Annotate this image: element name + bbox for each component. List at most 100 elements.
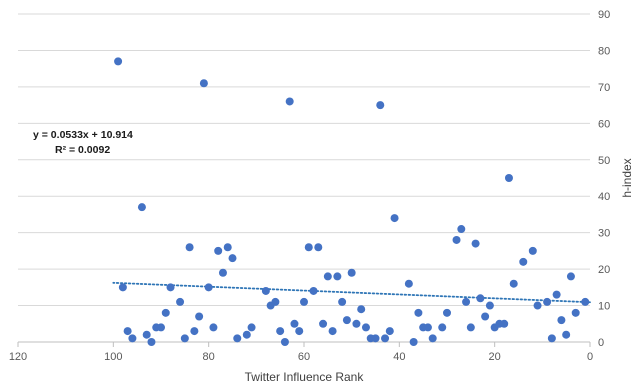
data-point (438, 323, 447, 332)
data-point (528, 246, 537, 255)
data-point (462, 297, 471, 306)
y-tick-label: 40 (598, 191, 610, 203)
data-point (228, 254, 237, 263)
y-tick-label: 20 (598, 264, 610, 276)
data-point (233, 334, 242, 343)
data-point (300, 297, 308, 306)
data-point (276, 327, 285, 336)
data-point (552, 290, 561, 299)
data-point (533, 301, 542, 310)
data-point (328, 327, 337, 336)
trendline (112, 281, 591, 304)
data-point (128, 334, 137, 343)
data-point (571, 308, 580, 317)
data-point (261, 286, 270, 295)
data-point (414, 308, 423, 317)
data-point (176, 297, 185, 306)
x-axis-title: Twitter Influence Rank (245, 370, 365, 384)
y-tick-label: 60 (598, 118, 610, 130)
data-point (195, 312, 204, 321)
y-tick-label: 50 (598, 155, 610, 167)
trendline-equation: y = 0.0533x + 10.914 (33, 129, 133, 141)
data-point (290, 319, 299, 328)
data-point (557, 316, 566, 325)
data-point (452, 235, 461, 244)
data-point (185, 243, 194, 252)
data-point (209, 323, 218, 332)
data-point (471, 239, 480, 248)
data-point (423, 323, 432, 332)
data-point (247, 323, 256, 332)
data-point (338, 297, 347, 306)
data-point (566, 272, 575, 281)
x-tick-label: 80 (203, 351, 215, 363)
data-point (509, 279, 518, 288)
y-axis-title: h-index (620, 158, 634, 197)
y-tick-label: 30 (598, 228, 610, 240)
data-point (466, 323, 475, 332)
trendline-r-squared: R² = 0.0092 (55, 144, 110, 156)
x-tick-label: 20 (489, 351, 501, 363)
data-point (304, 243, 313, 252)
data-point (500, 319, 509, 328)
data-point (333, 272, 342, 281)
data-point (285, 97, 294, 106)
data-point (443, 308, 451, 317)
data-point (385, 327, 394, 336)
y-axis-ticks: 0 10 20 30 40 50 60 70 80 90 (598, 9, 610, 349)
data-point (543, 297, 552, 306)
data-point (271, 297, 280, 306)
data-point (242, 330, 251, 339)
x-tick-label: 100 (104, 351, 122, 363)
x-tick-label: 120 (9, 351, 27, 363)
y-tick-label: 80 (598, 45, 610, 57)
data-point (504, 174, 513, 182)
data-point (309, 286, 318, 295)
x-axis-ticks: 120 100 80 60 40 20 0 (9, 342, 593, 363)
data-point (180, 334, 189, 343)
y-tick-label: 70 (598, 82, 610, 94)
data-point (371, 334, 380, 343)
data-point (214, 246, 223, 255)
data-point (519, 257, 528, 266)
data-point (357, 305, 366, 314)
data-point (381, 334, 390, 343)
data-point (157, 323, 165, 332)
y-tick-label: 0 (598, 337, 604, 349)
data-point (142, 330, 151, 339)
data-point (118, 283, 127, 292)
data-point (485, 301, 494, 310)
data-point (404, 279, 413, 288)
data-point (319, 319, 328, 328)
data-point (457, 225, 466, 234)
data-point (481, 312, 490, 321)
data-point (547, 334, 556, 343)
y-tick-label: 10 (598, 301, 610, 313)
gridlines (18, 13, 590, 307)
data-point (562, 330, 571, 339)
data-point (352, 319, 361, 328)
data-point (199, 79, 208, 88)
data-point (295, 327, 304, 336)
data-point (342, 316, 351, 325)
data-point (161, 308, 170, 317)
data-point (137, 203, 146, 212)
data-point (166, 283, 175, 292)
data-point (190, 327, 199, 336)
data-point (323, 272, 332, 281)
data-point (581, 297, 590, 306)
x-tick-label: 40 (393, 351, 405, 363)
data-point (428, 334, 437, 343)
data-point (476, 294, 485, 303)
data-point (280, 338, 289, 346)
y-tick-label: 90 (598, 9, 610, 21)
data-point (314, 243, 323, 252)
x-tick-label: 0 (587, 351, 593, 363)
data-point (409, 338, 418, 346)
data-point (376, 101, 385, 110)
x-tick-label: 60 (298, 351, 310, 363)
data-point (114, 57, 123, 66)
data-point (223, 243, 232, 252)
data-points (114, 57, 590, 346)
